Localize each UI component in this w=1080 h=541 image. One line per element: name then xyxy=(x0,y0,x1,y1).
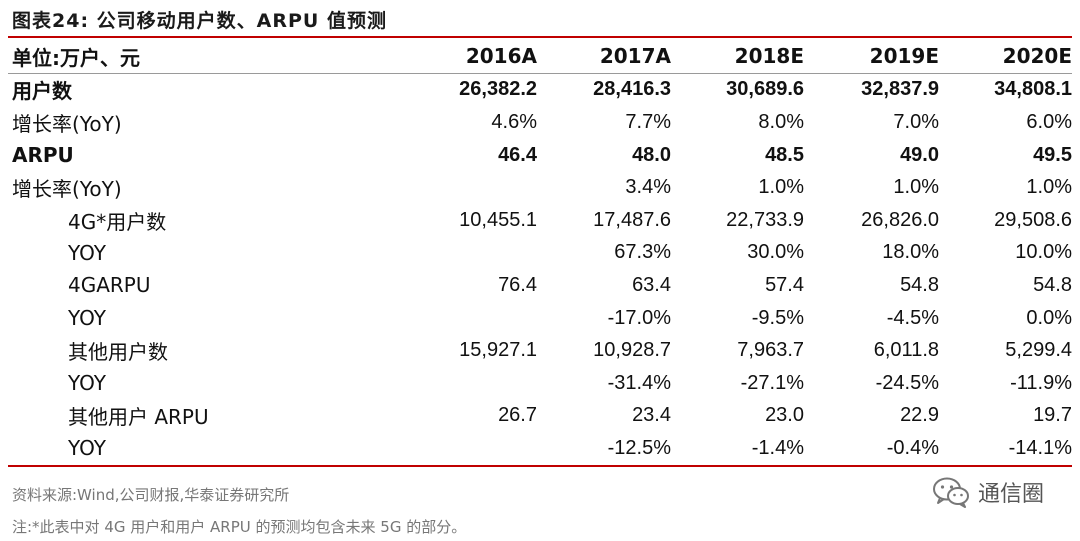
table-cell: 6,011.8 xyxy=(873,339,939,362)
table-cell: 1.0% xyxy=(1026,176,1072,199)
table-cell: 5,299.4 xyxy=(1005,339,1072,362)
table-cell: -27.1% xyxy=(740,371,804,394)
row-label: YOY xyxy=(8,432,428,467)
row-label: 增长率(YoY) xyxy=(12,111,122,136)
wechat-icon xyxy=(932,476,970,508)
table-cell: 18.0% xyxy=(882,241,939,264)
row-label: YOY xyxy=(68,240,106,265)
table-cell: -9.5% xyxy=(751,306,804,329)
row-label: 增长率(YoY) xyxy=(12,177,122,202)
table-cell: 26,382.2 xyxy=(459,78,537,101)
column-header-2019E: 2019E xyxy=(804,40,939,74)
table-cell: 10,455.1 xyxy=(459,208,537,231)
table-cell: 10,928.7 xyxy=(593,339,671,362)
table-cell: 7,963.7 xyxy=(737,339,804,362)
table-cell: -4.5% xyxy=(886,306,939,329)
table-row-other-users: 其他用户数 15,927.1 10,928.7 7,963.7 6,011.8 … xyxy=(8,334,1072,367)
table-cell: 23.4 xyxy=(632,404,671,427)
table-row-other-users-yoy: YOY -31.4% -27.1% -24.5% -11.9% xyxy=(8,367,1072,400)
table-cell: -24.5% xyxy=(875,371,939,394)
table-cell: 6.0% xyxy=(1026,110,1072,133)
table-cell xyxy=(428,367,537,400)
source-note: 资料来源:Wind,公司财报,华泰证券研究所 xyxy=(12,486,290,504)
footnote: 注:*此表中对 4G 用户和用户 ARPU 的预测均包含未来 5G 的部分。 xyxy=(12,518,467,536)
unit-label: 单位:万户、元 xyxy=(8,40,428,74)
table-cell xyxy=(428,432,537,467)
row-label: 4G*用户数 xyxy=(68,209,167,234)
table-cell: 0.0% xyxy=(1026,306,1072,329)
table-cell xyxy=(428,302,537,335)
table-cell: 4.6% xyxy=(491,110,537,133)
table-cell: 34,808.1 xyxy=(994,78,1072,101)
table-cell: -1.4% xyxy=(671,432,804,467)
table-cell: -12.5% xyxy=(537,432,671,467)
table-cell: -14.1% xyxy=(939,432,1072,467)
table-cell: 76.4 xyxy=(498,273,537,296)
table-cell: 67.3% xyxy=(614,241,671,264)
table-cell: 15,927.1 xyxy=(459,339,537,362)
table-cell: 10.0% xyxy=(1015,241,1072,264)
table-row-arpu-growth: 增长率(YoY) 3.4% 1.0% 1.0% 1.0% xyxy=(8,171,1072,204)
title-divider xyxy=(8,36,1072,38)
table-cell: 19.7 xyxy=(1033,404,1072,427)
row-label: YOY xyxy=(68,306,106,331)
row-label: 用户数 xyxy=(12,79,72,104)
table-row-4g-users-yoy: YOY 67.3% 30.0% 18.0% 10.0% xyxy=(8,237,1072,270)
table-cell: -31.4% xyxy=(607,371,671,394)
table-cell: 7.0% xyxy=(893,110,939,133)
table-row-users-growth: 增长率(YoY) 4.6% 7.7% 8.0% 7.0% 6.0% xyxy=(8,106,1072,139)
table-cell: 54.8 xyxy=(900,273,939,296)
table-cell: 54.8 xyxy=(1033,273,1072,296)
table-cell: 30.0% xyxy=(747,241,804,264)
table-cell: 8.0% xyxy=(758,110,804,133)
table-cell: 32,837.9 xyxy=(861,78,939,101)
table-cell: 63.4 xyxy=(632,273,671,296)
table-header-row: 单位:万户、元 2016A 2017A 2018E 2019E 2020E xyxy=(8,40,1072,74)
column-header-2017A: 2017A xyxy=(537,40,671,74)
table-row-4g-arpu: 4GARPU 76.4 63.4 57.4 54.8 54.8 xyxy=(8,269,1072,302)
table-cell: 3.4% xyxy=(625,176,671,199)
table-cell: 23.0 xyxy=(765,404,804,427)
table-row-users: 用户数 26,382.2 28,416.3 30,689.6 32,837.9 … xyxy=(8,73,1072,106)
column-header-2020E: 2020E xyxy=(939,40,1072,74)
table-row-other-arpu-yoy: YOY -12.5% -1.4% -0.4% -14.1% xyxy=(8,432,1072,467)
row-label: 4GARPU xyxy=(68,273,151,298)
table-cell: -17.0% xyxy=(607,306,671,329)
watermark-text: 通信圈 xyxy=(977,482,1044,507)
table-cell: 22.9 xyxy=(900,404,939,427)
table-cell: 48.5 xyxy=(765,143,804,166)
table-cell: 30,689.6 xyxy=(726,78,804,101)
table-cell: 1.0% xyxy=(893,176,939,199)
page-title: 图表24: 公司移动用户数、ARPU 值预测 xyxy=(12,10,387,32)
table-cell: 48.0 xyxy=(632,143,671,166)
table-cell xyxy=(428,237,537,270)
row-label: YOY xyxy=(68,371,106,396)
table-row-4g-arpu-yoy: YOY -17.0% -9.5% -4.5% 0.0% xyxy=(8,302,1072,335)
table-cell: 28,416.3 xyxy=(593,78,671,101)
table-cell: 17,487.6 xyxy=(593,208,671,231)
table-row-other-arpu: 其他用户 ARPU 26.7 23.4 23.0 22.9 19.7 xyxy=(8,400,1072,433)
table-cell: -11.9% xyxy=(1010,371,1072,394)
table-cell: 57.4 xyxy=(765,273,804,296)
row-label: ARPU xyxy=(12,143,74,168)
table-cell: -0.4% xyxy=(804,432,939,467)
table-cell: 26,826.0 xyxy=(861,208,939,231)
table-cell: 22,733.9 xyxy=(726,208,804,231)
row-label: 其他用户数 xyxy=(68,340,168,365)
table-cell: 1.0% xyxy=(758,176,804,199)
table-cell xyxy=(428,171,537,204)
watermark: 通信圈 xyxy=(932,476,1044,508)
table-cell: 46.4 xyxy=(498,143,537,166)
table-cell: 49.5 xyxy=(1033,143,1072,166)
table-cell: 26.7 xyxy=(498,404,537,427)
forecast-table: 单位:万户、元 2016A 2017A 2018E 2019E 2020E 用户… xyxy=(8,40,1072,467)
row-label: 其他用户 ARPU xyxy=(68,405,209,430)
table-cell: 7.7% xyxy=(625,110,671,133)
table-row-arpu: ARPU 46.4 48.0 48.5 49.0 49.5 xyxy=(8,139,1072,172)
table-cell: 49.0 xyxy=(900,143,939,166)
table-cell: 29,508.6 xyxy=(994,208,1072,231)
column-header-2016A: 2016A xyxy=(428,40,537,74)
column-header-2018E: 2018E xyxy=(671,40,804,74)
table-row-4g-users: 4G*用户数 10,455.1 17,487.6 22,733.9 26,826… xyxy=(8,204,1072,237)
